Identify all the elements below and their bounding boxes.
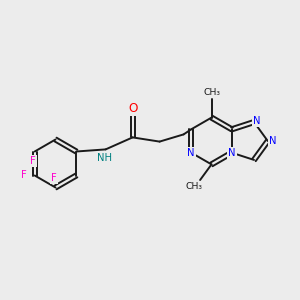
Text: NH: NH (97, 153, 112, 163)
Text: N: N (228, 148, 236, 158)
Text: N: N (269, 136, 277, 146)
Text: N: N (253, 116, 260, 126)
Text: F: F (21, 170, 27, 181)
Text: F: F (30, 156, 36, 166)
Text: CH₃: CH₃ (203, 88, 220, 97)
Text: F: F (51, 173, 57, 183)
Text: CH₃: CH₃ (185, 182, 202, 191)
Text: N: N (188, 148, 195, 158)
Text: O: O (128, 102, 137, 115)
